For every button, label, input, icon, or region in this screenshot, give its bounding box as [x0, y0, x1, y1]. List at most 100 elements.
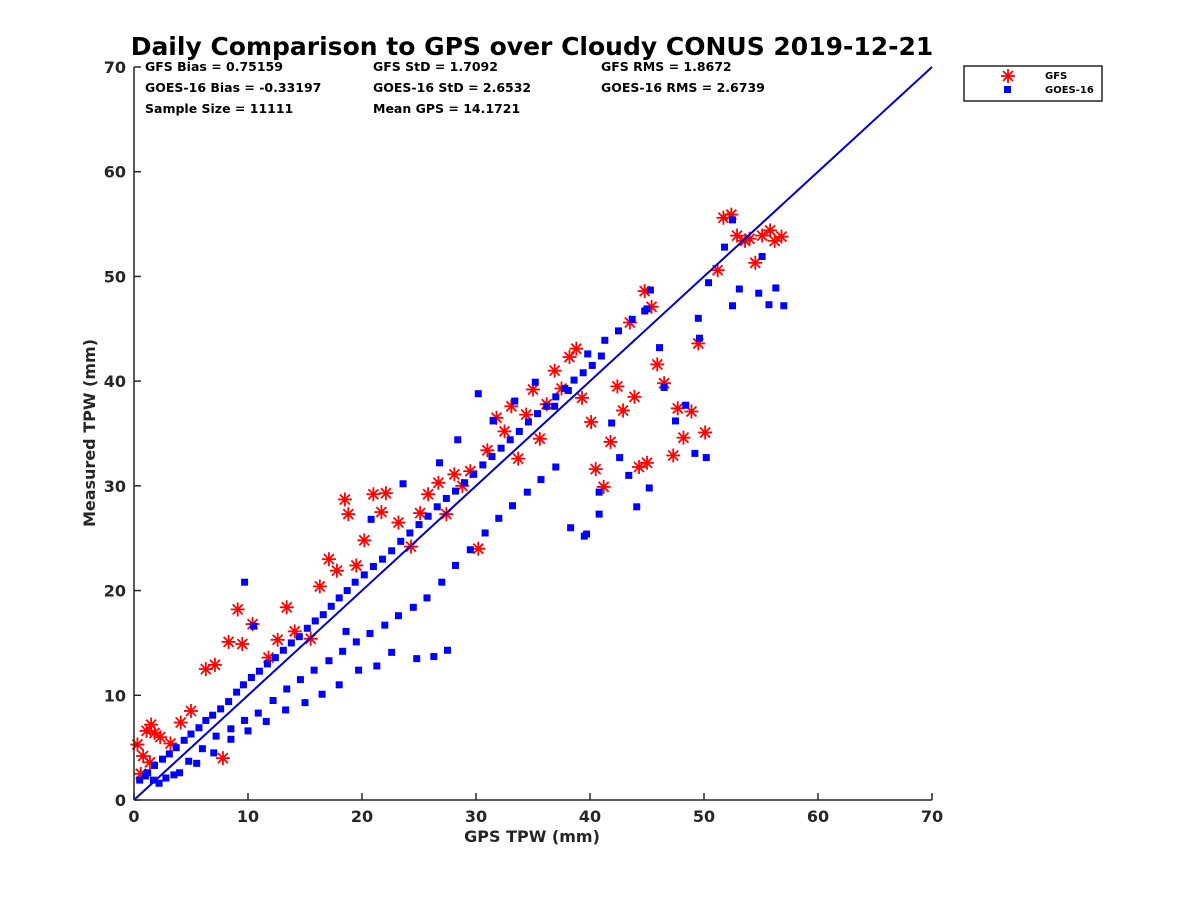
gfs-data-point: [666, 448, 681, 463]
goes16-data-point: [735, 285, 743, 293]
goes16-data-point: [339, 647, 347, 655]
goes16-data-point: [534, 410, 542, 418]
goes16-data-point: [481, 529, 489, 537]
goes16-data-point: [367, 515, 375, 523]
goes16-data-point: [151, 761, 159, 769]
goes16-data-point: [660, 383, 668, 391]
goes16-data-point: [567, 524, 575, 532]
goes16-data-point: [424, 512, 432, 520]
y-tick-label: 10: [104, 686, 126, 705]
gfs-data-point: [329, 563, 344, 578]
gfs-data-point: [755, 228, 770, 243]
legend-marker-gfs: [1001, 69, 1015, 83]
goes16-data-point: [296, 676, 304, 684]
goes16-data-point: [254, 709, 262, 717]
gfs-data-point: [748, 255, 763, 270]
goes16-data-point: [531, 378, 539, 386]
gfs-data-point: [321, 552, 336, 567]
goes16-data-point: [682, 401, 690, 409]
goes16-data-point: [466, 546, 474, 554]
x-tick-label: 60: [807, 807, 829, 826]
goes16-data-point: [645, 484, 653, 492]
goes16-data-point: [406, 529, 414, 537]
gfs-data-point: [279, 600, 294, 615]
gfs-data-point: [421, 487, 436, 502]
x-tick-label: 30: [465, 807, 487, 826]
goes16-data-point: [772, 284, 780, 292]
goes16-data-point: [729, 302, 736, 310]
goes16-data-point: [488, 453, 496, 461]
gfs-data-point: [774, 229, 789, 244]
legend: GFS GOES-16: [963, 65, 1103, 102]
goes16-data-point: [451, 487, 459, 495]
goes16-data-point: [241, 578, 249, 586]
x-tick-label: 50: [693, 807, 715, 826]
goes16-data-point: [508, 502, 516, 510]
gfs-data-point: [357, 533, 372, 548]
gfs-data-point: [184, 703, 198, 718]
goes16-data-point: [436, 459, 444, 467]
goes16-data-point: [303, 624, 311, 632]
goes16-data-point: [241, 716, 249, 724]
goes16-data-point: [474, 390, 482, 398]
goes16-data-point: [615, 327, 622, 335]
goes16-data-point: [479, 461, 487, 469]
goes16-data-point: [269, 697, 277, 705]
goes16-data-point: [444, 646, 451, 654]
goes16-data-point: [198, 745, 206, 753]
goes16-data-point: [255, 667, 263, 675]
gfs-data-point: [312, 579, 327, 594]
gfs-data-point: [763, 223, 778, 238]
legend-label-gfs: GFS: [1045, 71, 1067, 82]
goes16-data-point: [506, 436, 514, 444]
goes16-data-point: [601, 336, 609, 344]
goes16-data-point: [250, 622, 258, 630]
y-tick-label: 40: [104, 372, 126, 391]
goes16-data-point: [413, 655, 421, 663]
goes16-data-point: [180, 736, 188, 744]
y-tick-label: 50: [104, 267, 126, 286]
goes16-data-point: [643, 305, 651, 313]
goes16-data-point: [438, 578, 446, 586]
goes16-data-point: [489, 417, 497, 425]
goes16-data-point: [202, 716, 210, 724]
goes16-data-point: [295, 633, 303, 641]
gfs-data-point: [610, 379, 625, 394]
goes16-data-point: [319, 611, 327, 619]
goes16-data-point: [583, 530, 591, 538]
goes16-data-point: [470, 470, 478, 478]
goes16-data-point: [247, 673, 255, 681]
goes16-data-point: [755, 289, 763, 297]
goes16-data-point: [695, 334, 703, 342]
goes16-data-point: [388, 547, 396, 555]
goes16-data-point: [616, 454, 624, 462]
goes16-data-point: [335, 594, 343, 602]
gfs-data-point: [526, 382, 540, 397]
goes16-data-point: [397, 537, 405, 545]
goes16-data-point: [524, 418, 532, 426]
gfs-data-point: [562, 350, 577, 365]
gfs-data-point: [497, 424, 512, 439]
gfs-data-point: [207, 657, 222, 672]
gfs-data-point: [431, 475, 446, 490]
goes16-data-point: [584, 350, 592, 358]
goes16-data-point: [227, 725, 235, 733]
y-tick-label: 70: [104, 58, 126, 77]
y-axis-ticks: 0 10 20 30 40 50 60 70: [104, 58, 141, 810]
stat-mean-gps: Mean GPS = 14.1721: [373, 101, 520, 116]
x-tick-label: 40: [579, 807, 601, 826]
goes16-data-point: [227, 735, 235, 743]
goes16-data-point: [625, 471, 633, 479]
goes16-data-point: [176, 769, 184, 777]
gfs-data-point: [547, 363, 562, 378]
goes16-data-point: [433, 503, 441, 511]
goes16-data-point: [343, 587, 351, 595]
gfs-data-point: [378, 486, 393, 501]
legend-marker-goes16: [1004, 86, 1011, 93]
gfs-data-point: [337, 492, 352, 507]
goes16-data-point: [217, 705, 225, 713]
goes16-data-point: [430, 653, 438, 661]
gfs-data-point: [670, 401, 685, 416]
goes16-data-point: [415, 521, 423, 529]
